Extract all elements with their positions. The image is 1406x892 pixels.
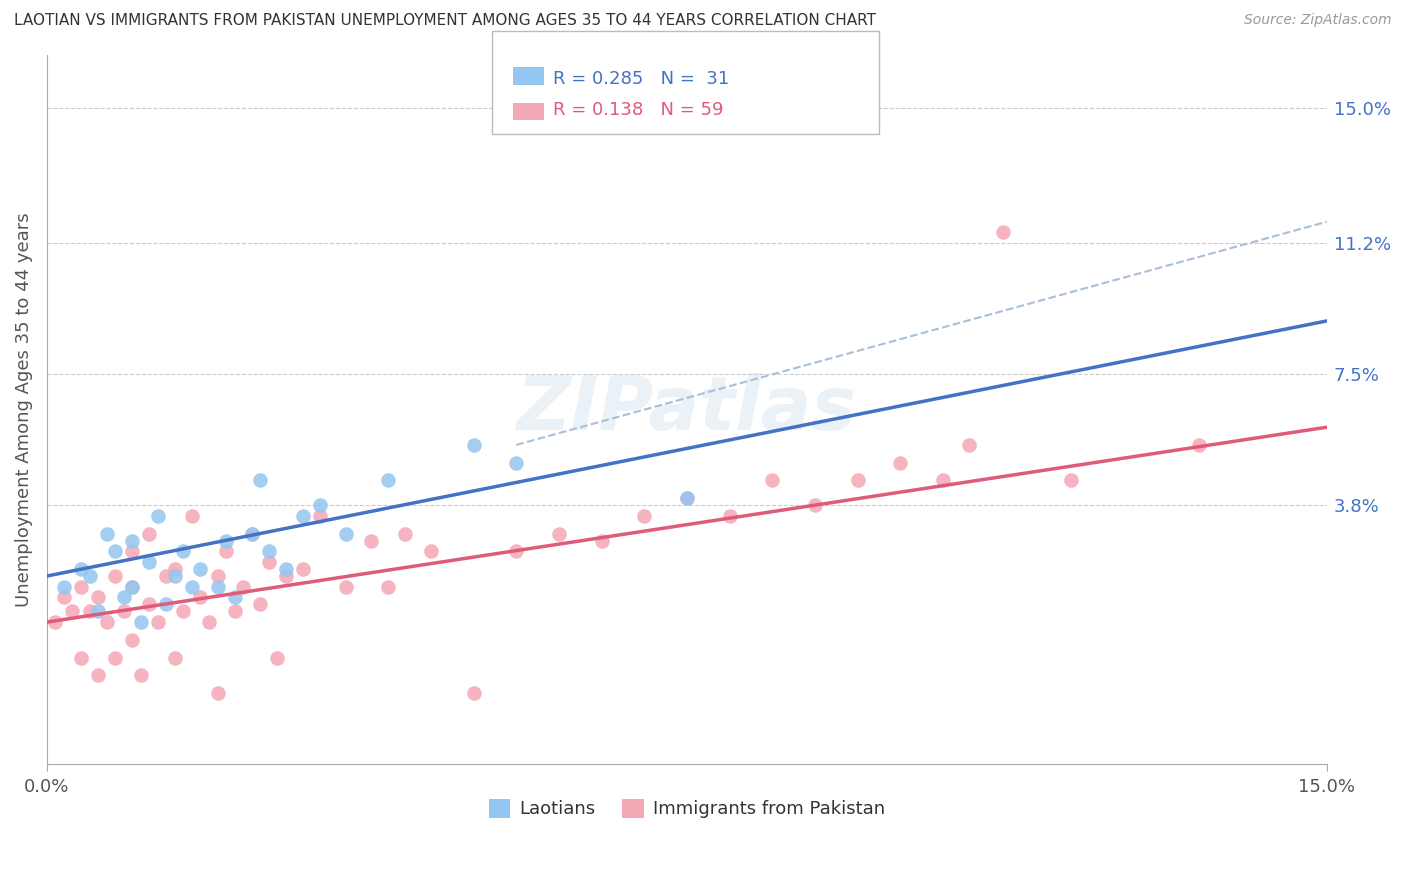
- Point: [104, 650, 127, 665]
- Point: [155, 569, 177, 583]
- Point: [172, 544, 194, 558]
- Point: [761, 474, 783, 488]
- Point: [676, 491, 699, 505]
- Point: [266, 650, 288, 665]
- Point: [129, 615, 152, 629]
- Point: [224, 591, 246, 605]
- Point: [1188, 438, 1211, 452]
- Point: [181, 508, 204, 523]
- Point: [274, 569, 297, 583]
- Point: [932, 474, 955, 488]
- Point: [138, 598, 160, 612]
- Point: [463, 438, 485, 452]
- Point: [163, 650, 186, 665]
- Legend: Laotians, Immigrants from Pakistan: Laotians, Immigrants from Pakistan: [481, 792, 893, 826]
- Point: [274, 562, 297, 576]
- Point: [463, 686, 485, 700]
- Point: [70, 580, 93, 594]
- Point: [291, 508, 314, 523]
- Point: [240, 526, 263, 541]
- Point: [591, 533, 613, 548]
- Point: [207, 569, 229, 583]
- Point: [70, 562, 93, 576]
- Point: [87, 604, 110, 618]
- Point: [121, 544, 143, 558]
- Point: [505, 544, 527, 558]
- Point: [79, 569, 101, 583]
- Point: [146, 508, 169, 523]
- Point: [121, 533, 143, 548]
- Point: [112, 591, 135, 605]
- Point: [548, 526, 571, 541]
- Point: [360, 533, 382, 548]
- Point: [240, 526, 263, 541]
- Point: [335, 526, 357, 541]
- Point: [181, 580, 204, 594]
- Point: [96, 526, 118, 541]
- Point: [309, 508, 332, 523]
- Point: [190, 562, 212, 576]
- Point: [44, 615, 66, 629]
- Point: [957, 438, 980, 452]
- Point: [309, 498, 332, 512]
- Point: [291, 562, 314, 576]
- Text: R = 0.138   N = 59: R = 0.138 N = 59: [553, 101, 723, 119]
- Point: [846, 474, 869, 488]
- Point: [633, 508, 655, 523]
- Point: [215, 544, 238, 558]
- Point: [121, 580, 143, 594]
- Point: [138, 555, 160, 569]
- Point: [394, 526, 416, 541]
- Point: [70, 650, 93, 665]
- Point: [190, 591, 212, 605]
- Point: [377, 474, 399, 488]
- Point: [198, 615, 221, 629]
- Point: [207, 580, 229, 594]
- Point: [419, 544, 441, 558]
- Point: [224, 604, 246, 618]
- Point: [87, 591, 110, 605]
- Point: [889, 456, 911, 470]
- Point: [505, 456, 527, 470]
- Point: [121, 632, 143, 647]
- Point: [232, 580, 254, 594]
- Point: [335, 580, 357, 594]
- Point: [121, 580, 143, 594]
- Point: [257, 544, 280, 558]
- Point: [257, 555, 280, 569]
- Point: [138, 526, 160, 541]
- Point: [377, 580, 399, 594]
- Point: [718, 508, 741, 523]
- Point: [1060, 474, 1083, 488]
- Point: [79, 604, 101, 618]
- Point: [104, 569, 127, 583]
- Point: [163, 562, 186, 576]
- Point: [991, 225, 1014, 239]
- Text: ZIPatlas: ZIPatlas: [517, 373, 856, 446]
- Point: [112, 604, 135, 618]
- Point: [215, 533, 238, 548]
- Point: [52, 591, 75, 605]
- Point: [62, 604, 84, 618]
- Text: R = 0.285   N =  31: R = 0.285 N = 31: [553, 70, 728, 87]
- Point: [146, 615, 169, 629]
- Point: [104, 544, 127, 558]
- Point: [804, 498, 827, 512]
- Point: [129, 668, 152, 682]
- Point: [249, 598, 271, 612]
- Point: [172, 604, 194, 618]
- Point: [155, 598, 177, 612]
- Point: [96, 615, 118, 629]
- Point: [249, 474, 271, 488]
- Point: [52, 580, 75, 594]
- Text: Source: ZipAtlas.com: Source: ZipAtlas.com: [1244, 13, 1392, 28]
- Point: [207, 686, 229, 700]
- Point: [87, 668, 110, 682]
- Y-axis label: Unemployment Among Ages 35 to 44 years: Unemployment Among Ages 35 to 44 years: [15, 212, 32, 607]
- Point: [163, 569, 186, 583]
- Point: [676, 491, 699, 505]
- Text: LAOTIAN VS IMMIGRANTS FROM PAKISTAN UNEMPLOYMENT AMONG AGES 35 TO 44 YEARS CORRE: LAOTIAN VS IMMIGRANTS FROM PAKISTAN UNEM…: [14, 13, 876, 29]
